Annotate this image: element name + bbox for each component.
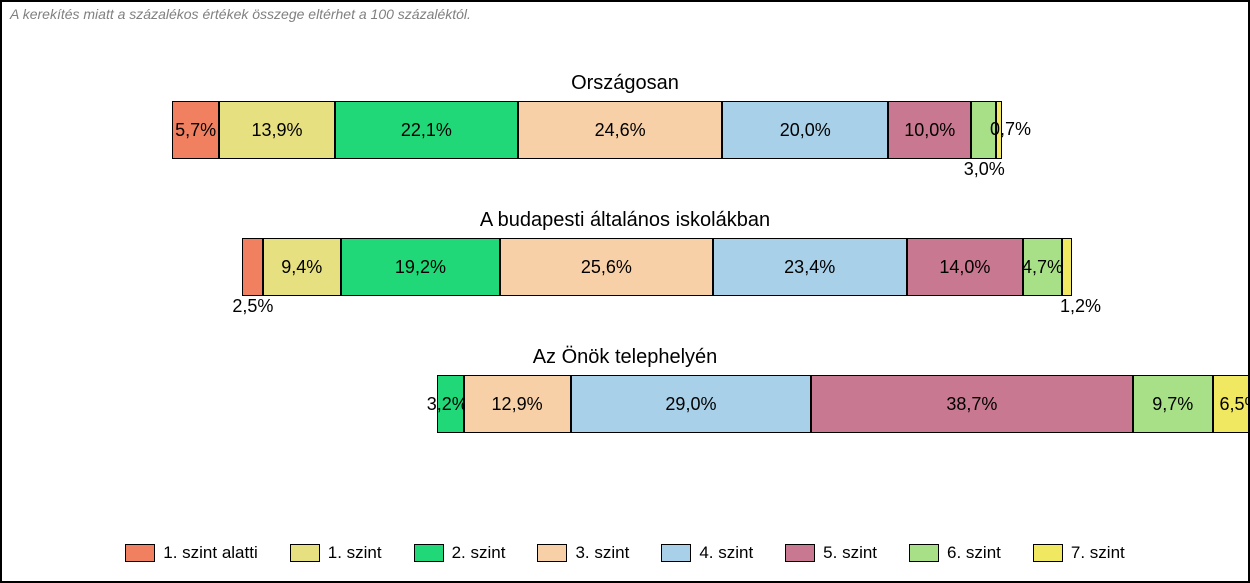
bar-segment: 14,0%	[907, 238, 1023, 296]
below-labels: 2,5% 1,2%	[2, 296, 1248, 318]
bar-segment: 13,9%	[219, 101, 334, 159]
legend-label: 5. szint	[823, 543, 877, 563]
legend-label: 3. szint	[575, 543, 629, 563]
bar-segment: 4,7%	[1023, 238, 1062, 296]
legend-swatch	[414, 544, 444, 562]
bar-row: Az Önök telephelyén 3,2% 12,9% 29,0% 38,7% 9,…	[2, 346, 1248, 455]
segment-label: 3,2%	[427, 394, 468, 415]
bar-segment: 10,0%	[888, 101, 971, 159]
legend-item: 1. szint alatti	[125, 543, 258, 563]
segment-label: 23,4%	[784, 257, 835, 278]
legend-label: 2. szint	[452, 543, 506, 563]
legend-label: 7. szint	[1071, 543, 1125, 563]
bar-row-title: Az Önök telephelyén	[2, 346, 1248, 369]
segment-label: 14,0%	[939, 257, 990, 278]
stacked-bar: 3,2% 12,9% 29,0% 38,7% 9,7% 6,5%	[437, 375, 1250, 433]
bar-segment: 9,4%	[263, 238, 341, 296]
legend: 1. szint alatti 1. szint 2. szint 3. szint 4…	[2, 543, 1248, 563]
segment-label-right: 0,7%	[990, 119, 1031, 140]
segment-label: 9,7%	[1152, 394, 1193, 415]
segment-label: 6,5%	[1219, 394, 1250, 415]
segment-label: 29,0%	[665, 394, 716, 415]
legend-item: 6. szint	[909, 543, 1001, 563]
stacked-bar: 9,4% 19,2% 25,6% 23,4% 14,0% 4,7%	[242, 238, 1072, 296]
bar-wrap: 9,4% 19,2% 25,6% 23,4% 14,0% 4,7% 2,5% 1,2%	[2, 238, 1248, 318]
bar-segment: 12,9%	[464, 375, 571, 433]
legend-swatch	[537, 544, 567, 562]
legend-label: 6. szint	[947, 543, 1001, 563]
bar-segment: 25,6%	[500, 238, 712, 296]
legend-item: 1. szint	[290, 543, 382, 563]
legend-item: 7. szint	[1033, 543, 1125, 563]
legend-swatch	[1033, 544, 1063, 562]
bar-segment: 9,7%	[1133, 375, 1214, 433]
bar-segment	[1062, 238, 1072, 296]
chart-area: Országosan 5,7% 13,9% 22,1% 24,6% 20,0% 10,0% 3…	[2, 72, 1248, 483]
legend-label: 1. szint	[328, 543, 382, 563]
bar-segment: 29,0%	[571, 375, 812, 433]
segment-label: 25,6%	[581, 257, 632, 278]
bar-row-title: Országosan	[2, 72, 1248, 95]
chart-frame: A kerekítés miatt a százalékos értékek ö…	[0, 0, 1250, 583]
bar-segment: 22,1%	[335, 101, 518, 159]
bar-segment: 38,7%	[811, 375, 1132, 433]
stacked-bar: 5,7% 13,9% 22,1% 24,6% 20,0% 10,0%	[172, 101, 1002, 159]
segment-label: 4,7%	[1022, 257, 1063, 278]
bar-segment: 20,0%	[722, 101, 888, 159]
segment-label: 9,4%	[281, 257, 322, 278]
segment-label-below: 2,5%	[232, 296, 273, 317]
bar-segment: 3,2%	[437, 375, 464, 433]
segment-label: 20,0%	[780, 120, 831, 141]
segment-label: 24,6%	[595, 120, 646, 141]
rounding-note: A kerekítés miatt a százalékos értékek ö…	[10, 6, 471, 22]
below-labels: 3,0%	[2, 159, 1248, 181]
segment-label: 19,2%	[395, 257, 446, 278]
bar-segment: 24,6%	[518, 101, 722, 159]
bar-segment: 6,5%	[1213, 375, 1250, 433]
bar-row: Országosan 5,7% 13,9% 22,1% 24,6% 20,0% 10,0% 3…	[2, 72, 1248, 181]
segment-label: 5,7%	[175, 120, 216, 141]
segment-label: 38,7%	[946, 394, 997, 415]
segment-label: 13,9%	[251, 120, 302, 141]
legend-label: 1. szint alatti	[163, 543, 258, 563]
below-labels	[2, 433, 1248, 455]
legend-swatch	[125, 544, 155, 562]
bar-segment: 5,7%	[172, 101, 219, 159]
bar-wrap: 3,2% 12,9% 29,0% 38,7% 9,7% 6,5%	[2, 375, 1248, 455]
legend-item: 2. szint	[414, 543, 506, 563]
legend-swatch	[661, 544, 691, 562]
legend-swatch	[785, 544, 815, 562]
segment-label: 10,0%	[904, 120, 955, 141]
bar-segment	[242, 238, 263, 296]
bar-row: A budapesti általános iskolákban 9,4% 19,2…	[2, 209, 1248, 318]
legend-item: 5. szint	[785, 543, 877, 563]
bar-row-title: A budapesti általános iskolákban	[2, 209, 1248, 232]
legend-swatch	[909, 544, 939, 562]
legend-item: 3. szint	[537, 543, 629, 563]
segment-label-right-below: 1,2%	[1060, 296, 1101, 317]
bar-segment: 19,2%	[341, 238, 500, 296]
bar-segment: 23,4%	[713, 238, 907, 296]
segment-label-below: 3,0%	[964, 159, 1005, 180]
legend-label: 4. szint	[699, 543, 753, 563]
segment-label: 22,1%	[401, 120, 452, 141]
bar-wrap: 5,7% 13,9% 22,1% 24,6% 20,0% 10,0% 3,0% 0,7%	[2, 101, 1248, 181]
segment-label: 12,9%	[492, 394, 543, 415]
legend-swatch	[290, 544, 320, 562]
legend-item: 4. szint	[661, 543, 753, 563]
